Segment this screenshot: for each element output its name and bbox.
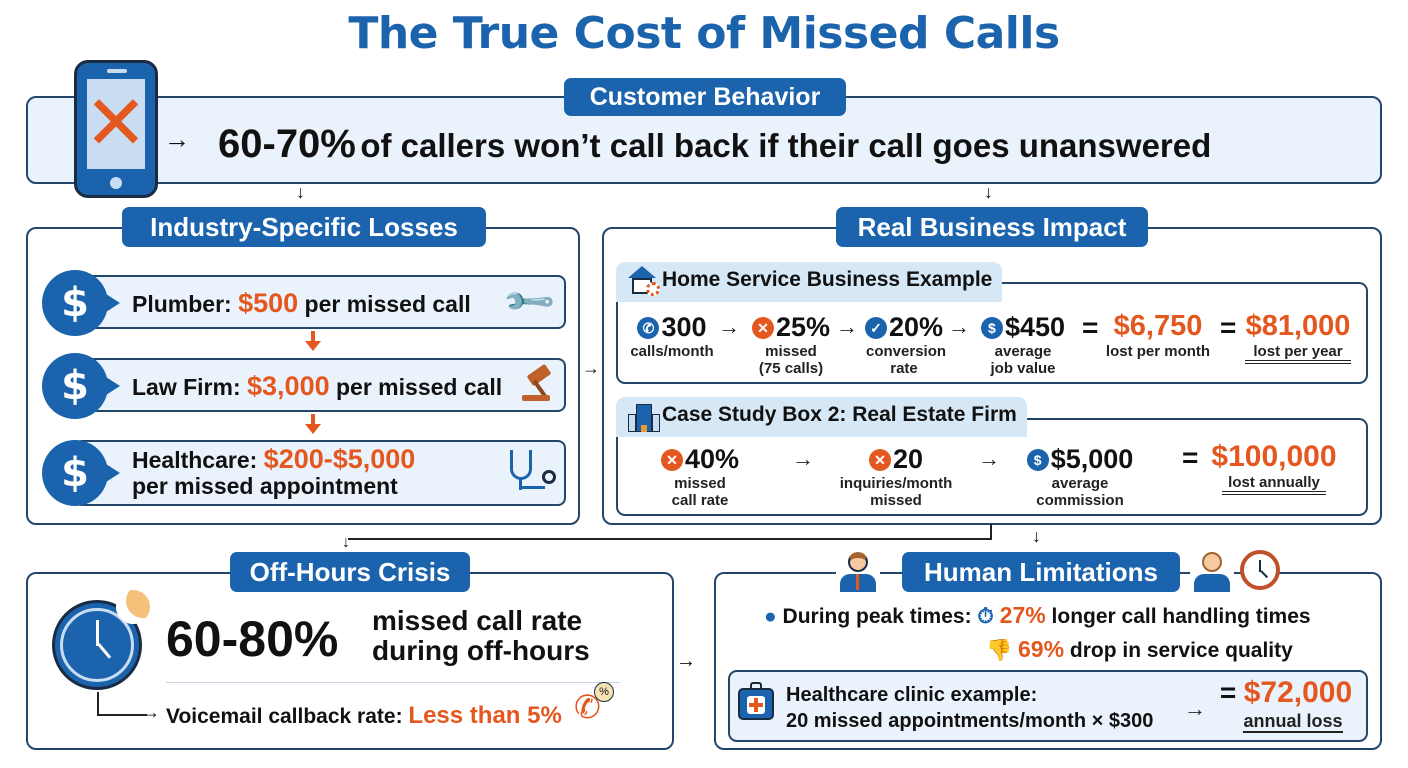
arrow-right-icon: →	[792, 446, 814, 471]
service-quality-line: 👎 69% drop in service quality	[986, 636, 1293, 662]
x-circle-icon: ✕	[660, 449, 683, 471]
wall-clock-icon	[1240, 550, 1280, 590]
plumber-value: $500	[238, 288, 299, 318]
stressed-woman-icon	[1190, 548, 1234, 592]
callback-stat: 60-70%	[218, 122, 356, 166]
phone-x-icon: ✕	[74, 60, 158, 198]
arrow-down-icon: ↓	[1032, 526, 1041, 546]
arrow-down-icon: ↓	[984, 182, 993, 202]
customer-behavior-tag: Customer Behavior	[564, 78, 846, 116]
dollar-circle-icon: $	[1026, 449, 1049, 471]
x-circle-icon: ✕	[751, 317, 774, 339]
customer-behavior-statement: 60-70% of callers won’t call back if the…	[218, 122, 1211, 167]
phone-icon: ✆	[637, 317, 660, 339]
business-impact-tag: Real Business Impact	[836, 207, 1148, 247]
equals-sign: =	[1182, 442, 1199, 473]
connector-line	[348, 538, 990, 540]
law-text: Law Firm: $3,000 per missed call	[132, 371, 503, 401]
building-icon	[628, 402, 660, 432]
home-service-heading: Home Service Business Example	[616, 262, 1003, 302]
arrow-right-icon: →	[718, 314, 740, 339]
arrow-right-icon: →	[676, 650, 696, 672]
arrow-right-icon: →	[1184, 696, 1206, 721]
re-lost-annually: $100,000 lost annually	[1204, 440, 1344, 495]
stopwatch-icon: ⏱	[977, 605, 994, 628]
house-gear-icon	[626, 266, 660, 298]
industry-row-plumber	[74, 275, 566, 329]
gavel-icon	[520, 363, 560, 405]
check-circle-icon: ✓	[864, 317, 887, 339]
stressed-man-icon	[836, 548, 880, 592]
off-hours-text: missed call rate during off-hours	[372, 605, 590, 666]
connector-line	[990, 524, 992, 540]
human-limitations-tag: Human Limitations	[902, 552, 1180, 592]
divider	[166, 682, 620, 683]
re-metric-inquiries: ✕ 20 inquiries/month missed	[839, 444, 953, 509]
lost-per-month: $6,750 lost per month	[1105, 310, 1211, 360]
dollar-icon: $	[42, 353, 120, 419]
arrow-right-icon: →	[164, 124, 190, 154]
arrow-right-icon: →	[142, 702, 160, 722]
arrow-down-icon: ↓	[296, 182, 305, 202]
arrow-right-icon: →	[978, 446, 1000, 471]
metric-job-value: $ $450 average job value	[970, 312, 1076, 377]
re-metric-missed-rate: ✕ 40% missed call rate	[640, 444, 760, 509]
healthcare-value: $200-$5,000	[263, 444, 416, 474]
stethoscope-icon	[508, 448, 558, 496]
arrow-down-icon: ↓	[342, 534, 350, 551]
page-title: The True Cost of Missed Calls	[348, 8, 1060, 59]
percent-bubble-icon: %	[594, 682, 614, 702]
dollar-icon: $	[42, 440, 120, 506]
arrow-down-icon	[305, 331, 321, 351]
metric-calls: ✆ 300 calls/month	[630, 312, 714, 360]
plumber-text: Plumber: $500 per missed call	[132, 288, 471, 318]
industry-row-healthcare	[74, 440, 566, 506]
industry-row-law	[74, 358, 566, 412]
equals-sign: =	[1082, 312, 1099, 343]
connector-line	[97, 692, 99, 714]
metric-missed: ✕ 25% missed (75 calls)	[744, 312, 838, 377]
off-hours-tag: Off-Hours Crisis	[230, 552, 470, 592]
dollar-icon: $	[42, 270, 120, 336]
industry-losses-tag: Industry-Specific Losses	[122, 207, 486, 247]
clock-moon-icon	[52, 590, 152, 696]
clinic-annual-loss: = $72,000 annual loss	[1219, 676, 1353, 733]
voicemail-rate: Voicemail callback rate: Less than 5%	[166, 702, 562, 729]
callback-text: of callers won’t call back if their call…	[360, 127, 1212, 164]
arrow-down-icon	[305, 414, 321, 434]
bullet-icon: ●	[764, 605, 777, 628]
arrow-right-icon: →	[948, 314, 970, 339]
healthcare-text: Healthcare: $200-$5,000 per missed appoi…	[132, 444, 416, 500]
clinic-example-box	[728, 670, 1368, 742]
off-hours-stat: 60-80%	[166, 611, 339, 667]
dollar-circle-icon: $	[980, 317, 1003, 339]
arrow-right-icon: →	[582, 358, 600, 378]
connector-line	[97, 714, 147, 716]
clinic-example-text: Healthcare clinic example: 20 missed app…	[786, 684, 1154, 732]
equals-sign: =	[1220, 312, 1237, 343]
x-circle-icon: ✕	[868, 449, 891, 471]
thumbs-down-icon: 👎	[986, 639, 1013, 662]
peak-times-line: ● During peak times: ⏱ 27% longer call h…	[764, 602, 1311, 628]
law-value: $3,000	[247, 371, 330, 401]
metric-conversion: ✓ 20% conversion rate	[864, 312, 947, 377]
real-estate-heading: Case Study Box 2: Real Estate Firm	[616, 397, 1027, 437]
re-metric-commission: $ $5,000 average commission	[1010, 444, 1150, 509]
medical-kit-icon	[738, 682, 774, 720]
lost-per-year: $81,000 lost per year	[1238, 310, 1358, 364]
arrow-right-icon: →	[836, 314, 858, 339]
